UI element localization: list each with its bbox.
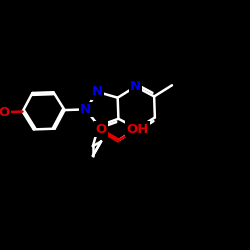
Text: OH: OH bbox=[126, 123, 148, 136]
Text: O: O bbox=[0, 106, 9, 119]
Text: N: N bbox=[80, 103, 91, 116]
Text: N: N bbox=[130, 80, 141, 93]
Text: O: O bbox=[95, 123, 106, 136]
Text: N: N bbox=[92, 86, 103, 98]
